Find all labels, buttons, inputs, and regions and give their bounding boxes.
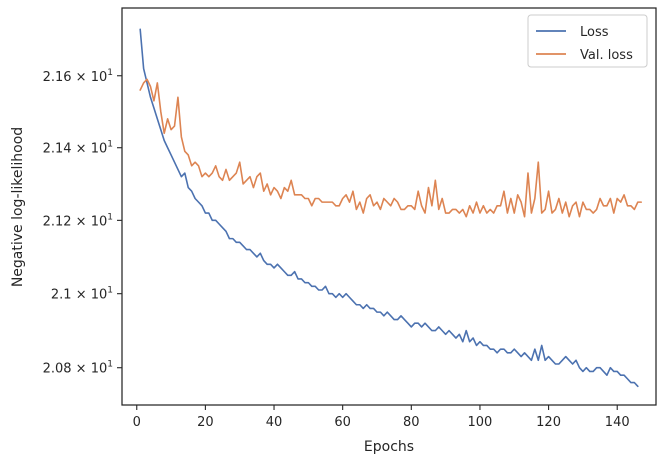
y-tick-label: 2.08 × 101 — [43, 360, 113, 377]
series-line-loss — [139, 28, 639, 388]
x-tick-label: 60 — [334, 415, 351, 430]
x-tick-label: 0 — [133, 415, 141, 430]
y-tick-label: 2.14 × 101 — [43, 140, 113, 157]
x-tick-label: 20 — [197, 415, 214, 430]
y-tick-label: 2.12 × 101 — [43, 212, 113, 229]
x-tick-label: 120 — [536, 415, 561, 430]
y-axis: 2.08 × 101 2.1 × 101 2.12 × 101 2.14 × 101 2… — [43, 68, 122, 377]
x-tick-label: 100 — [468, 415, 493, 430]
legend: Loss Val. loss — [527, 14, 648, 68]
series-line-val-loss — [139, 78, 643, 218]
series-layer — [139, 28, 643, 388]
x-axis-label: Epochs — [364, 439, 414, 455]
x-tick-label: 140 — [605, 415, 630, 430]
y-tick-label: 2.16 × 101 — [43, 68, 113, 85]
y-axis-label: Negative log-likelihood — [10, 127, 26, 287]
x-axis: 0 20 40 60 80 100 120 140 — [133, 405, 630, 430]
x-tick-label: 40 — [266, 415, 283, 430]
y-tick-label: 2.1 × 101 — [51, 286, 113, 303]
legend-label-val-loss: Val. loss — [580, 48, 633, 63]
x-tick-label: 80 — [403, 415, 420, 430]
plot-frame — [121, 7, 657, 406]
legend-label-loss: Loss — [580, 25, 609, 40]
